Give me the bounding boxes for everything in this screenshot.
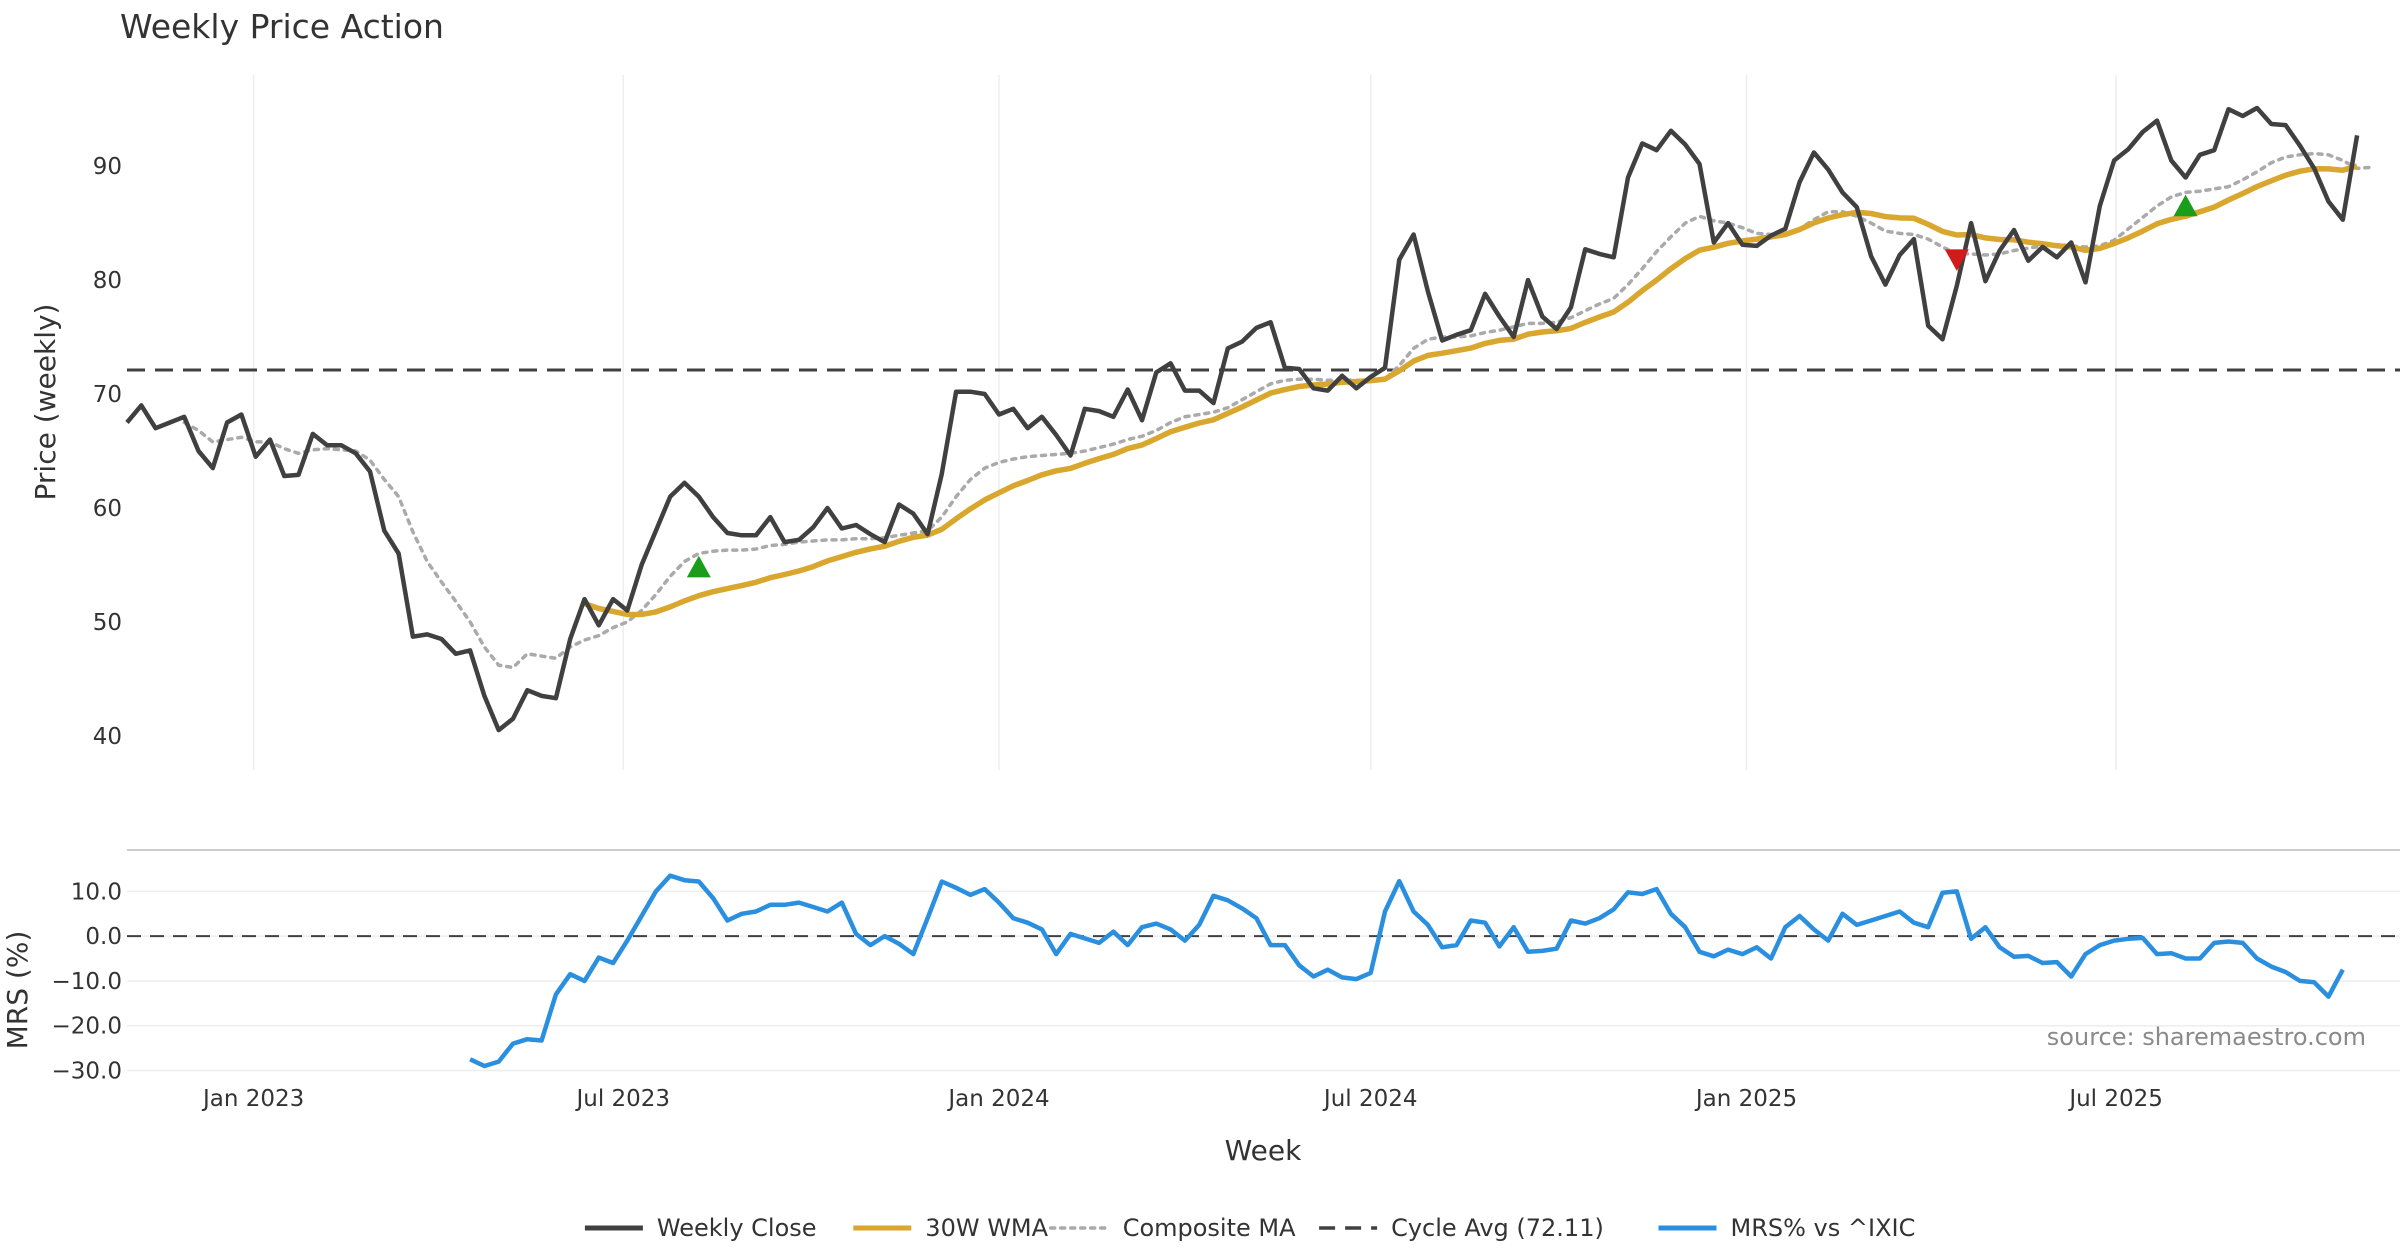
composite-ma-line	[182, 151, 2374, 670]
x-tick-label: Jul 2024	[1322, 1086, 1418, 1112]
mrs-y-tick-label: 0.0	[85, 924, 122, 950]
mrs-y-tick-label: −20.0	[52, 1014, 122, 1040]
weekly-close-line	[125, 105, 2360, 733]
mrs-y-axis-label: MRS (%)	[1, 931, 34, 1050]
source-annotation: source: sharemaestro.com	[2047, 1023, 2366, 1051]
price-y-tick-label: 80	[93, 268, 122, 294]
x-tick-label: Jan 2023	[201, 1086, 304, 1112]
chart-title: Weekly Price Action	[120, 7, 444, 46]
x-axis-label: Week	[1225, 1134, 1302, 1167]
wma-30w-line	[583, 163, 2358, 618]
buy-signal-marker	[686, 555, 711, 578]
mrs-y-ticks: 10.0 0.0 −10.0 −20.0 −30.0	[52, 879, 122, 1084]
price-y-tick-label: 90	[93, 154, 122, 180]
mrs-y-tick-label: −30.0	[52, 1059, 122, 1085]
price-y-axis-label: Price (weekly)	[29, 304, 62, 501]
price-grid	[252, 75, 2117, 770]
price-series	[125, 105, 2374, 733]
price-y-tick-label: 70	[93, 382, 122, 408]
legend-entry-label: MRS% vs ^IXIC	[1731, 1214, 1916, 1242]
mrs-line	[469, 873, 2345, 1069]
x-tick-label: Jul 2025	[2067, 1086, 2163, 1112]
price-y-tick-label: 40	[93, 724, 122, 750]
mrs-y-tick-label: −10.0	[52, 969, 122, 995]
x-tick-label: Jan 2025	[1694, 1086, 1797, 1112]
legend-entry-label: 30W WMA	[925, 1214, 1048, 1242]
buy-signal-marker	[2173, 194, 2198, 217]
price-y-tick-label: 50	[93, 610, 122, 636]
mrs-series	[469, 873, 2345, 1069]
price-y-ticks: 40 50 60 70 80 90	[93, 154, 122, 750]
sell-signal-marker	[1944, 249, 1969, 271]
mrs-y-tick-label: 10.0	[71, 879, 122, 905]
legend-entry-label: Cycle Avg (72.11)	[1391, 1214, 1604, 1242]
legend: Weekly Close 30W WMA Composite MA Cycle Avg…	[584, 1214, 1916, 1242]
legend-entry-label: Composite MA	[1123, 1214, 1296, 1242]
x-ticks: Jan 2023 Jul 2023 Jan 2024 Jul 2024 Jan 2025…	[201, 1086, 2163, 1112]
signal-markers	[686, 194, 2198, 578]
legend-entry-label: Weekly Close	[657, 1214, 817, 1242]
x-tick-label: Jan 2024	[946, 1086, 1049, 1112]
price-y-tick-label: 60	[93, 496, 122, 522]
x-tick-label: Jul 2023	[574, 1086, 670, 1112]
